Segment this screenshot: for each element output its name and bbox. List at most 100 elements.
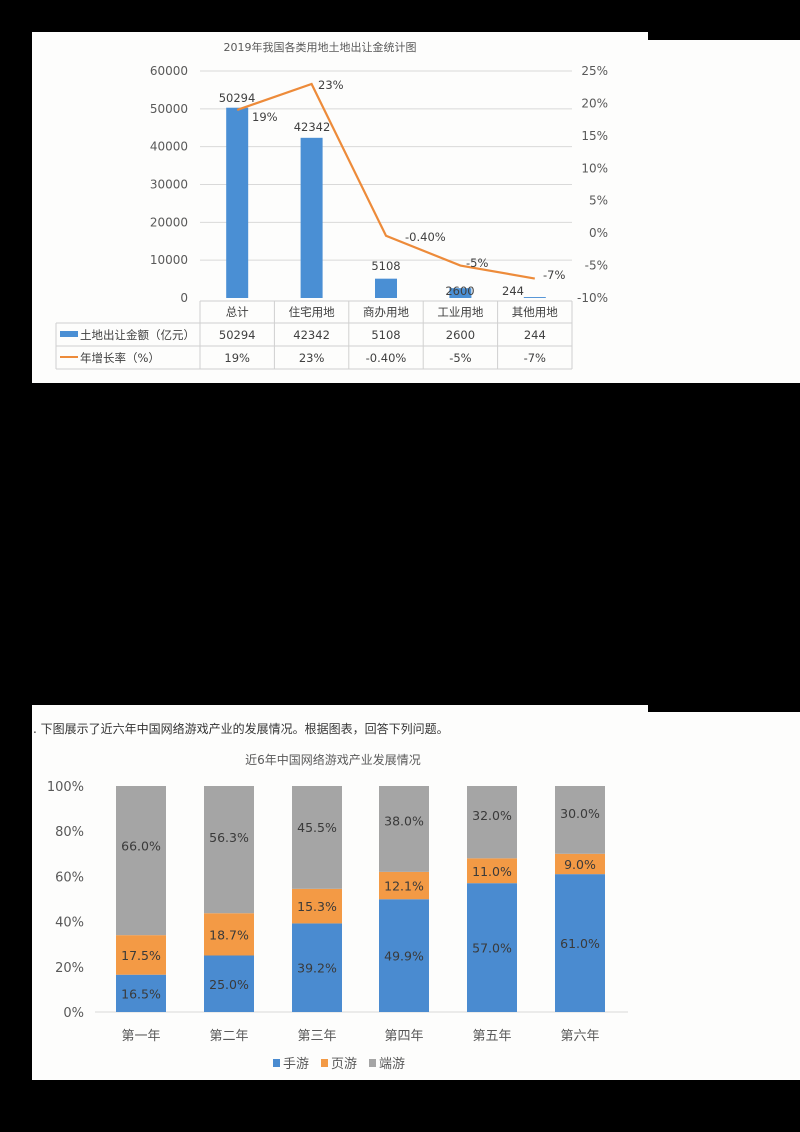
stack-segment-端游: [379, 786, 429, 872]
right-axis-tick: 0%: [589, 226, 608, 240]
right-axis-tick: 10%: [581, 161, 608, 175]
category-label: 第二年: [209, 1029, 248, 1044]
category-label: 其他用地: [512, 305, 558, 319]
right-axis-tick: -5%: [585, 259, 608, 273]
stack-segment-端游: [292, 786, 342, 889]
segment-label: 9.0%: [564, 857, 596, 872]
segment-label: 25.0%: [209, 977, 249, 992]
growth-rate-label: 19%: [252, 110, 278, 124]
left-axis-tick: 0: [180, 291, 188, 305]
table-row-label: 年增长率（%）: [80, 351, 160, 365]
chart2-stacked-bars: 16.5% 17.5% 66.0% 第一年 25.0% 18.7% 56.3% 第二年 39.2…: [116, 786, 605, 1044]
chart2-panel-ext: [648, 712, 800, 1080]
category-label: 第四年: [384, 1029, 423, 1044]
chart2-title: 近6年中国网络游戏产业发展情况: [245, 752, 421, 767]
chart1-right-axis: 25% 20% 15% 10% 5% 0% -5% -10%: [577, 64, 608, 305]
stack-segment-端游: [467, 786, 517, 859]
chart1-gridlines: [200, 70, 572, 261]
legend-swatch: [369, 1059, 376, 1067]
legend-bar-swatch: [60, 331, 78, 337]
stack-segment-端游: [116, 786, 166, 936]
table-cell: -7%: [524, 351, 546, 365]
category-label: 住宅用地: [289, 305, 335, 319]
revenue-bar: [375, 278, 397, 298]
category-label: 商办用地: [363, 305, 409, 319]
y-axis-tick: 40%: [55, 916, 84, 931]
stack-segment-手游: [292, 923, 342, 1012]
left-axis-tick: 20000: [150, 215, 188, 229]
growth-rate-line: [236, 82, 535, 280]
table-row-label: 土地出让金额（亿元）: [80, 328, 195, 342]
stack-segment-手游: [379, 899, 429, 1012]
table-cell: 2600: [446, 328, 475, 342]
chart1-bars: 50294 42342 5108 2600 244: [219, 91, 546, 298]
segment-label: 32.0%: [472, 808, 512, 823]
segment-label: 39.2%: [297, 961, 337, 976]
chart1-growth-line: 19% 23% -0.40% -5% -7%: [236, 78, 565, 282]
right-axis-tick: 20%: [581, 96, 608, 110]
category-label: 总计: [226, 305, 249, 319]
stack-segment-端游: [204, 786, 254, 914]
right-axis-tick: -10%: [577, 291, 608, 305]
legend-label: 端游: [379, 1057, 405, 1072]
table-cell: -0.40%: [366, 351, 407, 365]
stack-segment-页游: [204, 913, 254, 956]
left-axis-tick: 30000: [150, 178, 188, 192]
land-revenue-chart: 2019年我国各类用地土地出让金统计图 60000 50000 40000 30000…: [55, 40, 608, 370]
segment-label: 61.0%: [560, 936, 600, 951]
bar-value-label: 50294: [219, 91, 256, 105]
left-axis-tick: 60000: [150, 64, 188, 78]
revenue-bar: [523, 297, 546, 298]
segment-label: 45.5%: [297, 820, 337, 835]
y-axis-tick: 20%: [55, 961, 84, 976]
left-axis-tick: 40000: [150, 140, 188, 154]
revenue-bar: [300, 137, 323, 298]
bar-value-label: 244: [502, 284, 524, 298]
left-axis-tick: 50000: [150, 102, 188, 116]
y-axis-tick: 100%: [47, 780, 84, 795]
revenue-bar: [449, 288, 472, 298]
stack-segment-手游: [116, 974, 166, 1012]
table-cell: 50294: [219, 328, 256, 342]
growth-rate-label: -5%: [466, 256, 488, 270]
segment-label: 16.5%: [121, 986, 161, 1001]
table-cell: 5108: [371, 328, 400, 342]
bar-value-label: 5108: [371, 259, 400, 273]
growth-rate-label: 23%: [318, 78, 344, 92]
bar-value-label: 42342: [294, 120, 331, 134]
legend-label: 页游: [331, 1057, 357, 1072]
stack-segment-页游: [467, 858, 517, 884]
stack-segment-页游: [292, 888, 342, 924]
growth-rate-label: -0.40%: [405, 230, 446, 244]
stack-segment-页游: [555, 853, 605, 875]
bar-value-label: 2600: [445, 284, 474, 298]
segment-label: 30.0%: [560, 806, 600, 821]
segment-label: 57.0%: [472, 941, 512, 956]
category-label: 第一年: [121, 1029, 160, 1044]
stack-segment-手游: [204, 955, 254, 1012]
category-label: 第六年: [560, 1029, 599, 1044]
category-label: 第三年: [297, 1029, 336, 1044]
segment-label: 66.0%: [121, 839, 161, 854]
stack-segment-端游: [555, 786, 605, 854]
segment-label: 49.9%: [384, 949, 424, 964]
segment-label: 15.3%: [297, 899, 337, 914]
question-text: . 下图展示了近六年中国网络游戏产业的发展情况。根据图表，回答下列问题。: [33, 721, 449, 736]
legend-swatch: [273, 1059, 280, 1067]
y-axis-tick: 80%: [55, 825, 84, 840]
legend-label: 手游: [283, 1057, 309, 1072]
segment-label: 11.0%: [472, 864, 512, 879]
segment-label: 12.1%: [384, 879, 424, 894]
stack-segment-手游: [467, 883, 517, 1012]
segment-label: 18.7%: [209, 927, 249, 942]
growth-rate-label: -7%: [543, 268, 565, 282]
stack-segment-页游: [116, 935, 166, 975]
category-label: 第五年: [472, 1029, 511, 1044]
table-cell: 244: [524, 328, 546, 342]
right-axis-tick: 5%: [589, 194, 608, 208]
segment-label: 38.0%: [384, 813, 424, 828]
right-axis-tick: 15%: [581, 129, 608, 143]
table-cell: 19%: [224, 351, 250, 365]
chart2-y-axis: 100% 80% 60% 40% 20% 0%: [47, 780, 628, 1021]
